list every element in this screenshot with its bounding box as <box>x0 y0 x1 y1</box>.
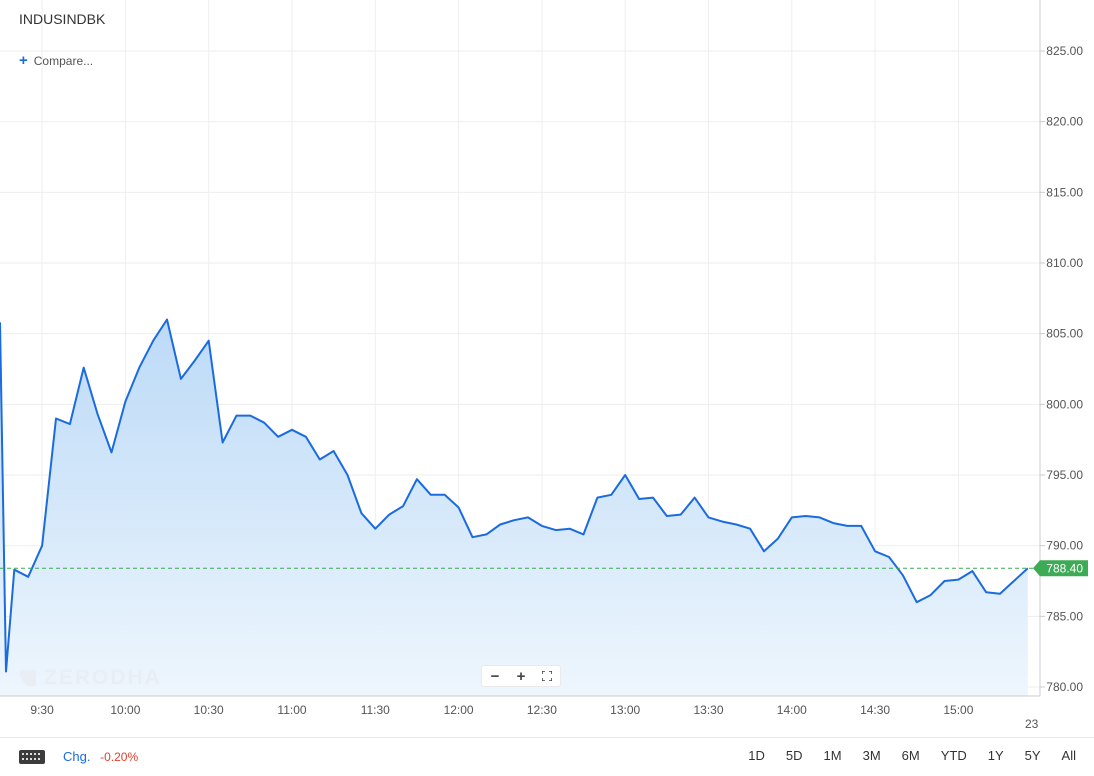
keyboard-icon[interactable] <box>19 750 45 764</box>
y-tick-label: 790.00 <box>1046 539 1083 553</box>
x-tick-label: 12:30 <box>527 703 557 717</box>
price-line <box>0 318 1029 673</box>
bottom-toolbar: Chg. -0.20% 1D 5D 1M 3M 6M YTD 1Y 5Y All <box>0 737 1094 776</box>
range-selector: 1D 5D 1M 3M 6M YTD 1Y 5Y All <box>748 748 1076 763</box>
zerodha-logo-icon <box>20 670 36 686</box>
last-price-tag: 788.40 <box>0 560 1088 577</box>
x-tick-label: 13:30 <box>693 703 723 717</box>
last-price-label: 788.40 <box>1046 561 1083 575</box>
zoom-in-button[interactable]: + <box>516 667 526 685</box>
zoom-controls: − + <box>481 665 561 687</box>
plus-icon: + <box>19 52 28 69</box>
x-tick-label: 13:00 <box>610 703 640 717</box>
range-5y[interactable]: 5Y <box>1024 748 1041 763</box>
y-tick-label: 820.00 <box>1046 115 1083 129</box>
price-area <box>0 318 1029 696</box>
x-tick-label: 14:00 <box>777 703 807 717</box>
fit-screen-icon <box>542 671 552 681</box>
area-fill <box>0 319 1028 696</box>
x-tick-label: 11:30 <box>361 703 390 717</box>
last-price-badge <box>1033 560 1088 577</box>
x-tick-label: 11:00 <box>277 703 306 717</box>
x-tick-label: 10:00 <box>110 703 140 717</box>
range-all[interactable]: All <box>1061 748 1076 763</box>
symbol-title: INDUSINDBK <box>19 11 106 27</box>
range-1y[interactable]: 1Y <box>987 748 1004 763</box>
zerodha-watermark: ZERODHA <box>20 666 162 690</box>
compare-label: Compare... <box>33 54 94 68</box>
range-1d[interactable]: 1D <box>748 748 765 763</box>
change-display: Chg. -0.20% <box>63 749 138 764</box>
y-tick-label: 810.00 <box>1046 256 1083 270</box>
zoom-out-button[interactable]: − <box>490 667 500 685</box>
y-tick-label: 800.00 <box>1046 397 1083 411</box>
range-6m[interactable]: 6M <box>901 748 920 763</box>
y-tick-label: 780.00 <box>1046 680 1083 694</box>
x-tick-label-date: 23 <box>1025 717 1039 731</box>
x-tick-label: 12:00 <box>444 703 474 717</box>
y-tick-label: 825.00 <box>1046 44 1083 58</box>
y-tick-label: 815.00 <box>1046 185 1083 199</box>
range-1m[interactable]: 1M <box>823 748 842 763</box>
range-5d[interactable]: 5D <box>785 748 803 763</box>
change-label[interactable]: Chg. <box>63 749 91 764</box>
x-tick-label: 15:00 <box>943 703 973 717</box>
y-tick-label: 805.00 <box>1046 327 1083 341</box>
x-tick-label: 10:30 <box>194 703 224 717</box>
change-value: -0.20% <box>100 750 139 764</box>
fit-screen-button[interactable] <box>534 666 560 686</box>
y-tick-label: 795.00 <box>1046 468 1083 482</box>
range-3m[interactable]: 3M <box>862 748 881 763</box>
compare-button[interactable]: + Compare... <box>19 52 94 69</box>
range-ytd[interactable]: YTD <box>940 748 967 763</box>
y-tick-label: 785.00 <box>1046 609 1083 623</box>
x-tick-label: 14:30 <box>860 703 890 717</box>
watermark-text: ZERODHA <box>44 666 162 689</box>
axes: 780.00 785.00 790.00 795.00 800.00 805.00 810.… <box>0 0 1083 731</box>
x-tick-label: 9:30 <box>30 703 54 717</box>
